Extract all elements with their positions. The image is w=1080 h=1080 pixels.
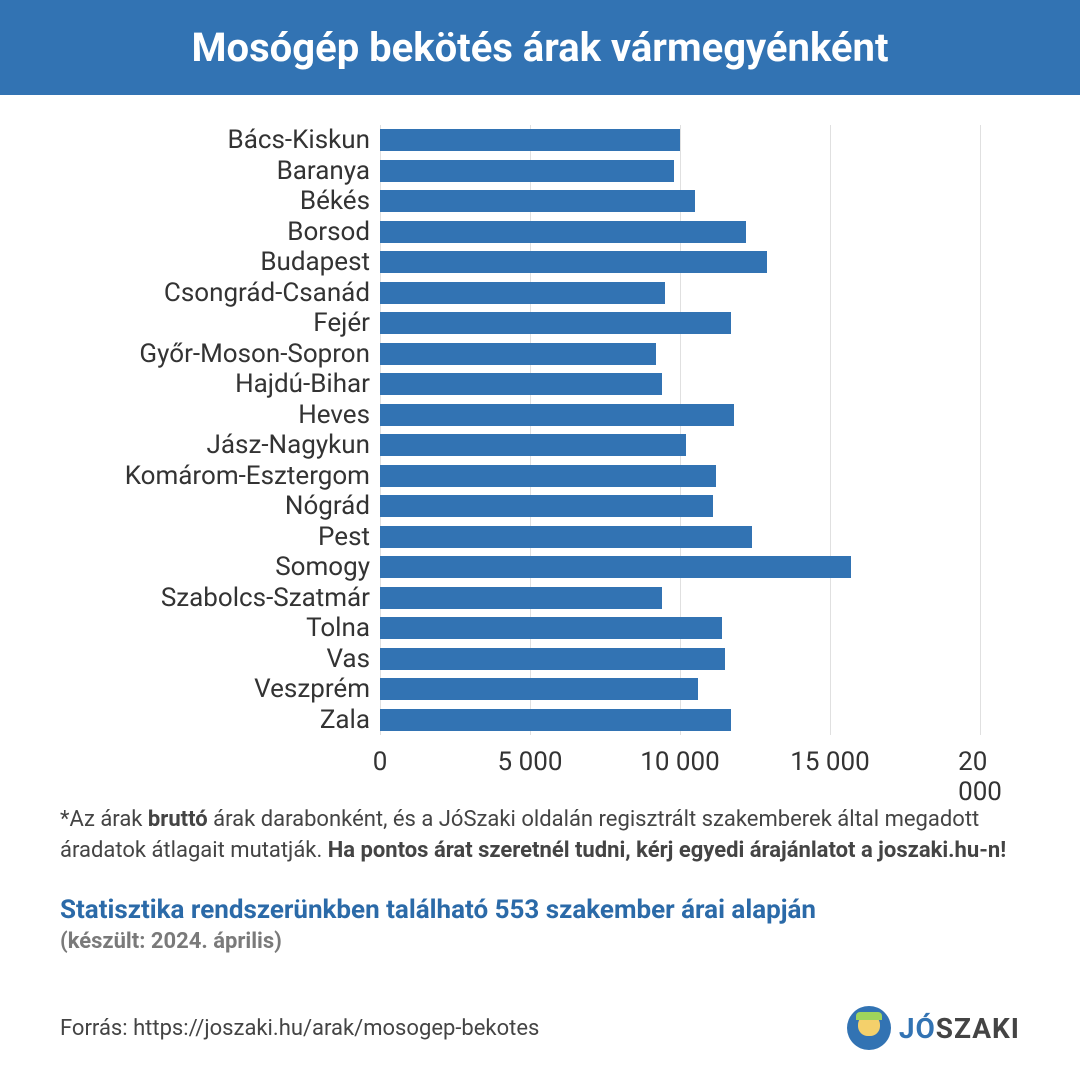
chart-container: Bács-KiskunBaranyaBékésBorsodBudapestCso… [0,95,1080,805]
bar [380,709,731,731]
bar-label: Csongrád-Csanád [60,278,380,308]
bar-row: Veszprém [380,674,980,705]
bar-label: Nógrád [60,491,380,521]
bar-row: Somogy [380,552,980,583]
bar-row: Baranya [380,156,980,187]
bar-label: Budapest [60,247,380,277]
bar-label: Borsod [60,217,380,247]
bar-row: Pest [380,522,980,553]
x-tick-label: 0 [373,747,388,777]
bar [380,465,716,487]
bar-row: Szabolcs-Szatmár [380,583,980,614]
bar [380,617,722,639]
bar [380,190,695,212]
bar-chart: Bács-KiskunBaranyaBékésBorsodBudapestCso… [60,115,1020,795]
footnote-bold2: Ha pontos árat szeretnél tudni, kérj egy… [328,838,1006,863]
bar-row: Csongrád-Csanád [380,278,980,309]
bar-row: Hajdú-Bihar [380,369,980,400]
bar-label: Veszprém [60,674,380,704]
bar-label: Baranya [60,156,380,186]
stat-date: (készült: 2024. április) [0,929,1080,954]
bar-label: Tolna [60,613,380,643]
x-axis: 05 00010 00015 00020 000 [380,735,980,795]
bar-label: Somogy [60,552,380,582]
bar-row: Budapest [380,247,980,278]
source-text: Forrás: https://joszaki.hu/arak/mosogep-… [60,1016,539,1041]
bar [380,495,713,517]
bar [380,678,698,700]
bar [380,343,656,365]
bar-row: Heves [380,400,980,431]
bar-label: Komárom-Esztergom [60,461,380,491]
bar [380,129,680,151]
bar [380,587,662,609]
bar-label: Heves [60,400,380,430]
bar-label: Bács-Kiskun [60,125,380,155]
bar [380,251,767,273]
header-title: Mosógép bekötés árak vármegyénként [0,0,1080,95]
logo-icon [847,1006,891,1050]
bar-row: Nógrád [380,491,980,522]
bar-row: Zala [380,705,980,736]
bar [380,434,686,456]
bar-row: Bács-Kiskun [380,125,980,156]
footnote-prefix: *Az árak [60,807,148,832]
bar [380,373,662,395]
bar [380,526,752,548]
bar [380,556,851,578]
bar [380,648,725,670]
x-tick-label: 10 000 [640,747,720,777]
bar-label: Vas [60,644,380,674]
footer: Forrás: https://joszaki.hu/arak/mosogep-… [60,1006,1020,1050]
bar-label: Békés [60,186,380,216]
bar-row: Győr-Moson-Sopron [380,339,980,370]
bar [380,312,731,334]
plot-area: Bács-KiskunBaranyaBékésBorsodBudapestCso… [380,125,980,735]
bar-row: Fejér [380,308,980,339]
bar-row: Jász-Nagykun [380,430,980,461]
bar-label: Győr-Moson-Sopron [60,339,380,369]
bar [380,282,665,304]
bar [380,221,746,243]
bar-row: Vas [380,644,980,675]
bar [380,160,674,182]
footnote-bold1: bruttó [148,807,208,832]
bar-row: Borsod [380,217,980,248]
grid-line [980,125,981,735]
bar-label: Szabolcs-Szatmár [60,583,380,613]
x-tick-label: 20 000 [958,747,1002,807]
footnote: *Az árak bruttó árak darabonként, és a J… [0,805,1080,867]
logo: JÓSZAKI [847,1006,1020,1050]
bar-label: Pest [60,522,380,552]
logo-jo: JÓ [899,1012,936,1045]
stat-line: Statisztika rendszerünkben található 553… [0,867,1080,929]
bar-label: Jász-Nagykun [60,430,380,460]
bar-row: Békés [380,186,980,217]
bar-row: Tolna [380,613,980,644]
bar-label: Fejér [60,308,380,338]
bar-row: Komárom-Esztergom [380,461,980,492]
x-tick-label: 5 000 [498,747,563,777]
bar [380,404,734,426]
logo-szaki: SZAKI [936,1012,1020,1045]
bar-label: Zala [60,705,380,735]
x-tick-label: 15 000 [790,747,870,777]
bar-label: Hajdú-Bihar [60,369,380,399]
